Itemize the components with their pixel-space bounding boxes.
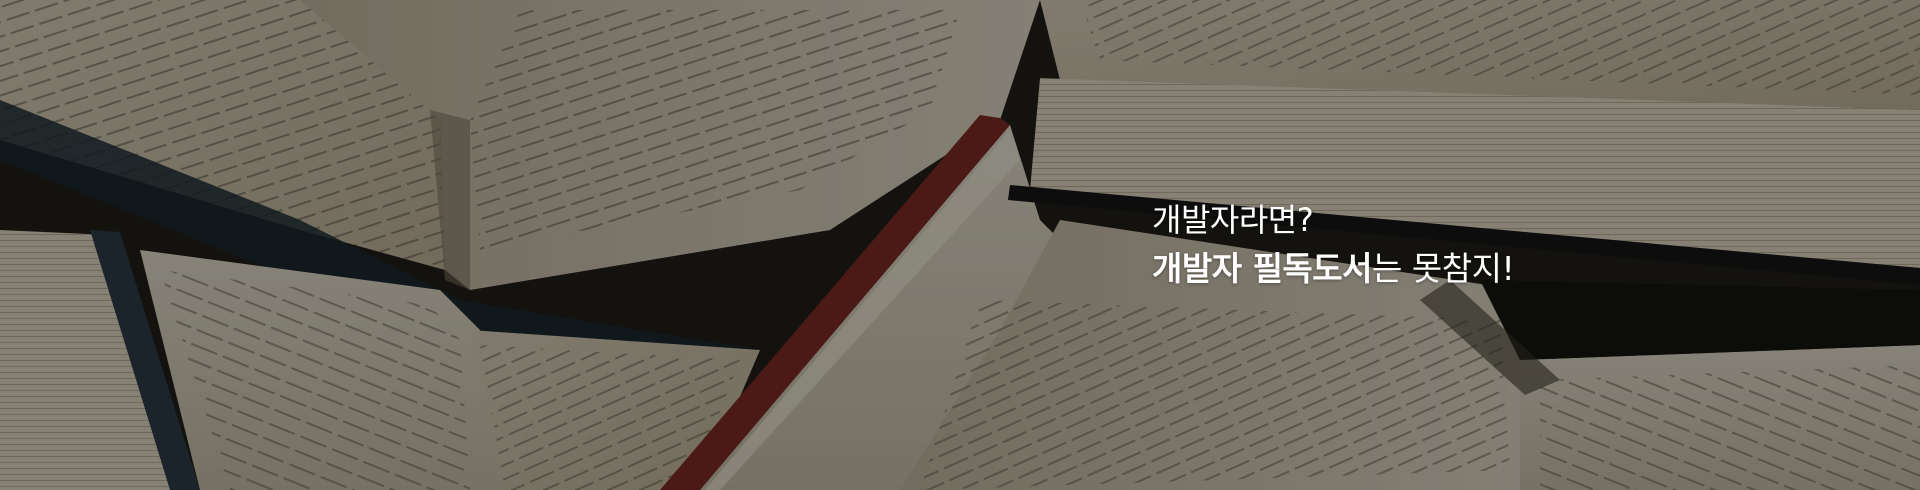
banner-caption: 개발자라면? 개발자 필독도서는 못참지! [1152, 196, 1515, 294]
banner-subline-bold: 개발자 필독도서 [1152, 249, 1373, 288]
banner-subline: 개발자 필독도서는 못참지! [1152, 244, 1515, 294]
banner-headline: 개발자라면? [1152, 201, 1314, 239]
banner-subline-rest: 는 못참지! [1372, 249, 1515, 288]
